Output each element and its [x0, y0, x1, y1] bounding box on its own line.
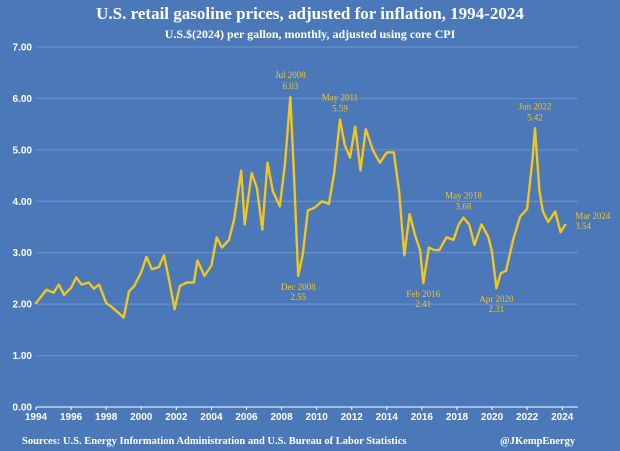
annotation-date: Jun 2022 — [519, 101, 552, 111]
annotation-date: Apr 2020 — [479, 294, 514, 304]
chart-title: U.S. retail gasoline prices, adjusted fo… — [96, 4, 524, 23]
x-tick-label: 2008 — [270, 412, 293, 423]
annotation-value: 2.41 — [415, 299, 431, 309]
credit-handle: @JKempEnergy — [500, 436, 576, 447]
annotation-value: 5.59 — [332, 104, 348, 114]
y-tick-label: 3.00 — [13, 248, 33, 259]
x-tick-label: 1998 — [95, 412, 118, 423]
annotation-value: 2.55 — [290, 292, 306, 302]
y-tick-label: 0.00 — [13, 403, 33, 414]
x-tick-label: 1996 — [60, 412, 83, 423]
x-tick-label: 2010 — [306, 412, 329, 423]
x-tick-label: 2022 — [516, 412, 539, 423]
x-tick-label: 2016 — [411, 412, 434, 423]
annotation-date: Feb 2016 — [406, 289, 440, 299]
annotation-value: 5.42 — [527, 112, 543, 122]
annotation-value: 6.03 — [282, 81, 298, 91]
x-tick-label: 2002 — [165, 412, 188, 423]
x-tick-label: 2018 — [446, 412, 469, 423]
y-tick-label: 5.00 — [13, 145, 33, 156]
price-series-line — [34, 95, 567, 319]
y-tick-label: 6.00 — [13, 94, 33, 105]
annotation-date: Dec 2008 — [281, 282, 316, 292]
annotation-date: May 2018 — [445, 191, 482, 201]
x-tick-label: 2000 — [130, 412, 153, 423]
annotation-value: 3.54 — [575, 221, 591, 231]
x-tick-label: 2024 — [551, 412, 574, 423]
chart-subtitle: U.S.$(2024) per gallon, monthly, adjuste… — [164, 27, 456, 41]
x-tick-label: 2014 — [376, 412, 399, 423]
y-tick-label: 7.00 — [13, 43, 33, 54]
annotation-date: May 2011 — [322, 93, 358, 103]
annotation-date: Jul 2008 — [275, 70, 306, 80]
x-tick-label: 2006 — [235, 412, 258, 423]
y-tick-label: 2.00 — [13, 300, 33, 311]
annotation-date: Mar 2024 — [575, 211, 611, 221]
x-tick-label: 2012 — [341, 412, 364, 423]
y-tick-label: 4.00 — [13, 197, 33, 208]
x-tick-label: 2020 — [481, 412, 504, 423]
source-note: Sources: U.S. Energy Information Adminis… — [22, 436, 407, 447]
annotation-value: 3.68 — [456, 202, 472, 212]
annotation-value: 2.31 — [489, 304, 505, 314]
x-tick-label: 2004 — [200, 412, 223, 423]
x-tick-label: 1994 — [25, 412, 48, 423]
y-tick-label: 1.00 — [13, 351, 33, 362]
